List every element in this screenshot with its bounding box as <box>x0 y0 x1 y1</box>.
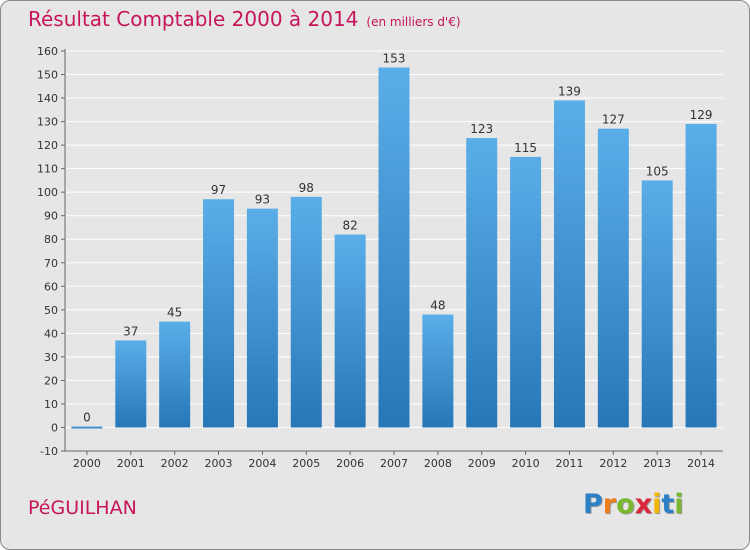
data-label-2006: 82 <box>342 219 357 233</box>
data-label-2008: 48 <box>430 299 445 313</box>
bar-2009 <box>466 138 498 428</box>
bar-2005 <box>290 196 322 428</box>
y-tick-label: 30 <box>44 351 58 364</box>
bar-2013 <box>641 180 673 428</box>
logo-letter: o <box>616 489 635 520</box>
data-label-2010: 115 <box>514 141 537 155</box>
chart-title: Résultat Comptable 2000 à 2014 (en millie… <box>28 7 461 31</box>
x-tick-label-2003: 2003 <box>205 457 233 470</box>
logo-letter: r <box>602 489 617 520</box>
bar-2006 <box>334 234 366 428</box>
y-tick-label: 100 <box>37 186 58 199</box>
bar-2003 <box>203 199 235 428</box>
x-tick-label-2006: 2006 <box>336 457 364 470</box>
x-tick-label-2008: 2008 <box>424 457 452 470</box>
y-tick-label: 110 <box>37 163 58 176</box>
data-label-2004: 93 <box>255 193 270 207</box>
x-tick-label-2007: 2007 <box>380 457 408 470</box>
y-tick-label: 70 <box>44 257 58 270</box>
bar-2001 <box>115 340 147 428</box>
y-tick-label: 120 <box>37 139 58 152</box>
logo-letter: t <box>661 489 675 520</box>
logo-letter: P <box>583 489 603 520</box>
x-tick-label-2004: 2004 <box>248 457 276 470</box>
y-tick-label: 0 <box>51 421 58 434</box>
bar-2014 <box>685 123 717 428</box>
y-tick-label: -10 <box>40 445 58 458</box>
bar-2002 <box>159 321 191 428</box>
y-tick-label: 60 <box>44 280 58 293</box>
data-label-2001: 37 <box>123 324 138 338</box>
data-label-2007: 153 <box>383 51 406 65</box>
bar-2008 <box>422 314 454 428</box>
y-tick-label: 90 <box>44 210 58 223</box>
logo-letter: i <box>652 489 662 520</box>
x-tick-label-2012: 2012 <box>599 457 627 470</box>
x-tick-label-2009: 2009 <box>468 457 496 470</box>
data-label-2009: 123 <box>470 122 493 136</box>
data-label-2003: 97 <box>211 183 226 197</box>
data-label-2013: 105 <box>646 164 669 178</box>
bar-2000 <box>71 426 103 429</box>
chart-subtitle: (en milliers d'€) <box>366 15 461 29</box>
y-tick-label: 80 <box>44 233 58 246</box>
chart-title-text: Résultat Comptable 2000 à 2014 <box>28 7 359 31</box>
y-tick-label: 160 <box>37 45 58 58</box>
x-tick-label-2013: 2013 <box>643 457 671 470</box>
x-tick-label-2011: 2011 <box>555 457 583 470</box>
logo-letter: x <box>634 489 653 520</box>
commune-name: PéGUILHAN <box>28 497 137 519</box>
x-tick-label-2000: 2000 <box>73 457 101 470</box>
data-label-2014: 129 <box>690 108 713 122</box>
data-label-2000: 0 <box>83 410 91 424</box>
bar-2010 <box>510 156 542 428</box>
y-tick-label: 150 <box>37 69 58 82</box>
proxiti-logo: Proxiti <box>583 489 684 520</box>
data-label-2002: 45 <box>167 306 182 320</box>
data-label-2005: 98 <box>299 181 314 195</box>
x-tick-label-2014: 2014 <box>687 457 715 470</box>
data-label-2011: 139 <box>558 84 581 98</box>
bar-2004 <box>246 208 278 428</box>
bar-2011 <box>553 100 585 428</box>
x-tick-label-2001: 2001 <box>117 457 145 470</box>
bar-2007 <box>378 67 410 428</box>
logo-letter: i <box>674 489 684 520</box>
y-tick-label: 140 <box>37 92 58 105</box>
x-tick-label-2005: 2005 <box>292 457 320 470</box>
x-tick-label-2010: 2010 <box>512 457 540 470</box>
y-tick-label: 130 <box>37 116 58 129</box>
y-tick-label: 20 <box>44 374 58 387</box>
y-tick-label: 10 <box>44 398 58 411</box>
x-tick-label-2002: 2002 <box>161 457 189 470</box>
data-label-2012: 127 <box>602 113 625 127</box>
bar-2012 <box>597 128 629 428</box>
y-tick-label: 50 <box>44 304 58 317</box>
y-tick-label: 40 <box>44 327 58 340</box>
